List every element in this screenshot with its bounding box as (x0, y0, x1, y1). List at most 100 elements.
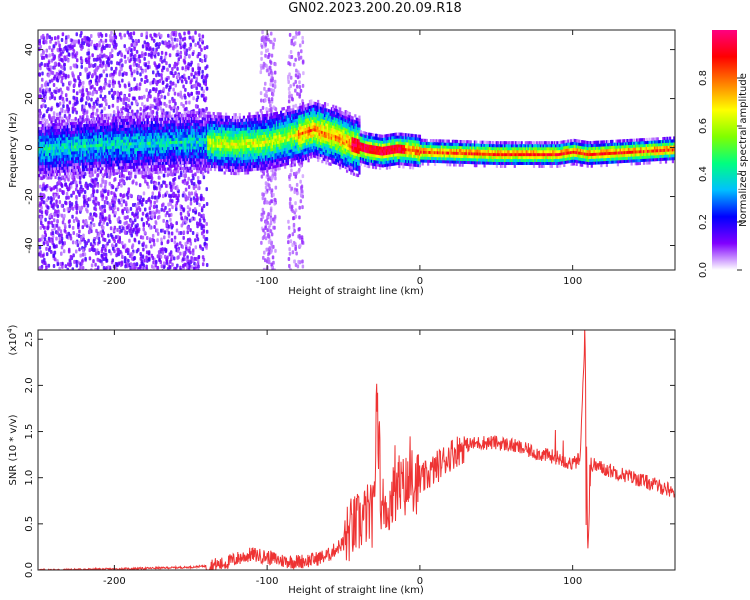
spectrogram-cell (202, 213, 205, 218)
spectrogram-cell (82, 194, 86, 199)
spectrogram-cell (194, 172, 197, 177)
spectrogram-cell (124, 115, 127, 120)
spectrogram-cell (180, 204, 184, 209)
spectrogram-cell (140, 95, 144, 100)
spectrogram-cell (127, 98, 131, 103)
spectrogram-cell (182, 235, 185, 240)
spectrogram-cell (63, 222, 67, 227)
spectrogram-cell (298, 205, 301, 210)
spectrogram-cell (147, 60, 150, 65)
spectrogram-cell (120, 66, 123, 71)
spectrogram-cell (301, 264, 305, 269)
spectrogram-cell (154, 269, 156, 270)
spectrogram-cell (130, 52, 134, 57)
spectrogram-cell (193, 83, 196, 88)
spectrogram-cell (179, 170, 183, 175)
spectrogram-cell (179, 90, 183, 95)
spectrogram-cell (123, 44, 126, 49)
spectrogram-cell (162, 261, 166, 266)
spectrogram-cell (94, 78, 98, 83)
spectrogram-cell (63, 66, 66, 71)
spectrogram-cell (179, 50, 183, 55)
spectrogram-cell (105, 174, 109, 179)
spectrogram-cell (165, 223, 169, 228)
spectrogram-cell (153, 98, 156, 103)
spectrogram-cell (296, 75, 300, 80)
spectrogram-cell (144, 244, 148, 249)
spectrogram-cell (264, 98, 267, 103)
spectrogram-cell (153, 211, 157, 216)
spectrogram-cell (294, 244, 297, 249)
spectrogram-cell (154, 195, 157, 200)
spectrogram-cell (81, 93, 85, 98)
spectrogram-cell (39, 225, 43, 230)
spectrogram-cell (170, 81, 173, 86)
spectrogram-cell (94, 267, 97, 270)
spectrogram-cell (193, 207, 197, 212)
spectrogram-cell (125, 71, 128, 76)
spectrogram-cell (88, 229, 91, 234)
spectrogram-cell (270, 199, 274, 204)
spectrogram-cell (44, 173, 48, 177)
spectrogram-cell (55, 77, 59, 82)
spectrogram-cell (52, 264, 56, 269)
spectrogram-cell (129, 57, 133, 62)
spectrogram-cell (153, 61, 156, 66)
spectrogram-cell (198, 202, 201, 207)
spectrogram-cell (143, 230, 147, 235)
spectrogram-cell (185, 106, 188, 111)
spectrogram-cell (182, 84, 185, 89)
spectrogram-cell (264, 190, 268, 195)
spectrogram-cell (77, 40, 81, 45)
spectrogram-cell (195, 221, 199, 226)
spectrogram-cell (287, 219, 290, 224)
spectrogram-cell (114, 235, 118, 240)
spectrogram-cell (168, 252, 172, 257)
spectrogram-cell (50, 70, 54, 75)
spectrogram-cell (130, 101, 134, 106)
spectrogram-cell (272, 217, 275, 222)
spectrogram-cell (195, 86, 198, 91)
spectrogram-cell (186, 210, 190, 215)
spectrogram-cell (45, 252, 49, 257)
spectrogram-cell (288, 183, 292, 188)
spectrogram-cell (87, 57, 91, 62)
spectrogram-cell (201, 171, 205, 176)
spectrogram-cell (141, 235, 145, 240)
spectrogram-cell (44, 170, 48, 174)
spectrogram-cell (126, 190, 130, 195)
spectrogram-cell (121, 72, 124, 77)
spectrogram-cell (152, 38, 156, 43)
spectrogram-cell (60, 203, 64, 208)
spectrogram-cell (96, 183, 100, 188)
spectrogram-cell (50, 117, 53, 121)
spectrogram-cell (49, 39, 52, 44)
spectrogram-cell (88, 248, 92, 253)
spectrogram-cell (163, 208, 166, 213)
spectrogram-cell (156, 231, 160, 236)
spectrogram-cell (116, 105, 119, 110)
spectrogram-cell (151, 195, 154, 200)
spectrogram-cell (265, 89, 268, 94)
spectrogram-cell (297, 169, 300, 174)
spectrogram-cell (204, 96, 208, 101)
spectrogram-cell (52, 186, 56, 191)
spectrogram-cell (172, 87, 175, 92)
spectrogram-cell (133, 69, 136, 74)
spectrogram-cell (181, 66, 184, 71)
spectrogram-cell (40, 83, 44, 88)
spectrogram-cell (54, 193, 57, 198)
spectrogram-cell (128, 112, 131, 117)
spectrogram-cell (267, 257, 271, 262)
spectrogram-cell (43, 123, 46, 127)
spectrogram-cell (146, 64, 150, 69)
spectrogram-cell (160, 237, 163, 242)
spectrogram-cell (91, 244, 94, 249)
spectrogram-cell (191, 35, 195, 40)
spectrogram-cell (301, 35, 304, 40)
spectrogram-cell (119, 192, 122, 197)
spectrogram-cell (68, 224, 71, 229)
spectrogram-cell (103, 208, 107, 213)
spectrogram-cell (82, 219, 85, 224)
spectrogram-cell (108, 181, 112, 186)
